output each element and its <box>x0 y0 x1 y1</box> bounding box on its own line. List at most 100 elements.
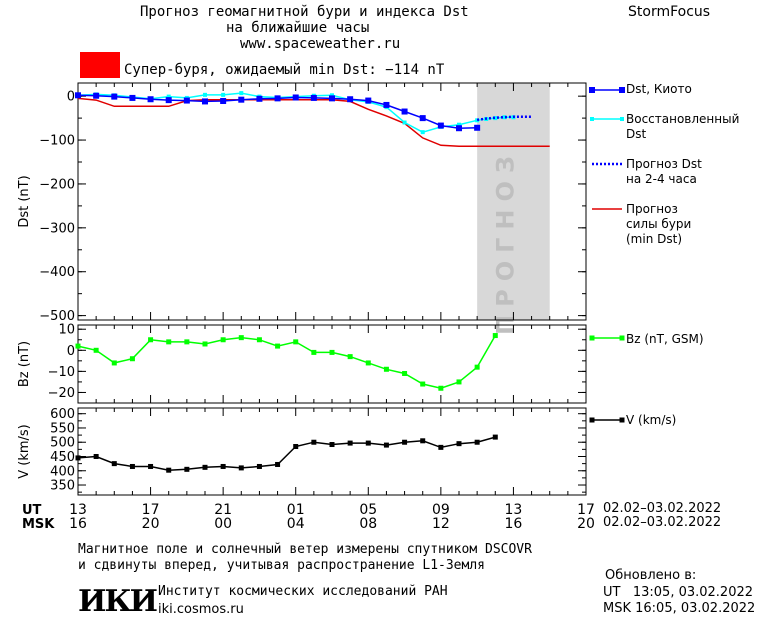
x-tick-ut: 05 <box>359 502 377 518</box>
bz-point <box>474 364 480 370</box>
legend-dst-restored-1: Восстановленный <box>626 112 740 126</box>
v-point <box>383 442 389 448</box>
dst-kyoto-point <box>147 96 154 103</box>
v-point <box>184 466 190 472</box>
forecast-zone: ПРОГНОЗ <box>477 83 550 335</box>
bz-point <box>275 343 281 349</box>
institute-name: Институт космических исследований РАН <box>158 584 448 599</box>
bz-point <box>492 333 498 339</box>
dst-restored-point <box>402 120 407 125</box>
legend-dst-restored-marker <box>590 117 594 121</box>
bz-point <box>129 356 135 362</box>
v-ytick-label: 450 <box>50 450 75 465</box>
legend-bz: Bz (nT, GSM) <box>626 332 704 346</box>
dst-ytick-label: −500 <box>39 309 75 324</box>
legend-dst-kyoto-marker <box>589 87 595 93</box>
v-point <box>93 453 99 459</box>
dst-ytick-label: −300 <box>39 221 75 236</box>
x-tick-ut: 13 <box>505 502 523 518</box>
bz-point <box>184 339 190 345</box>
v-point <box>492 434 498 440</box>
legend-storm-3: (min Dst) <box>626 232 683 246</box>
x-tick-ut: 09 <box>432 502 450 518</box>
dst-restored-point <box>457 122 461 127</box>
dst-restored-point <box>475 118 480 123</box>
dst-restored-point <box>502 115 507 120</box>
v-point <box>275 461 281 467</box>
updated-ut: UT 13:05, 03.02.2022 <box>603 585 754 600</box>
updated-msk: MSK 16:05, 03.02.2022 <box>603 601 756 616</box>
x-axis-ut-label: UT <box>22 503 42 518</box>
x-tick-msk: 16 <box>505 516 523 532</box>
site-url[interactable]: www.spaceweather.ru <box>240 36 401 52</box>
dst-ytick-label: −200 <box>39 177 75 192</box>
dst-kyoto-point <box>238 96 245 103</box>
x-tick-msk: 16 <box>69 516 87 532</box>
date-range-ut: 02.02–03.02.2022 <box>603 501 722 516</box>
dst-ytick-label: 0 <box>67 90 75 105</box>
bz-point <box>311 349 317 355</box>
x-tick-msk: 08 <box>359 516 377 532</box>
x-tick-ut: 17 <box>577 502 595 518</box>
x-tick-msk: 00 <box>214 516 232 532</box>
date-range-msk: 02.02–03.02.2022 <box>603 515 722 530</box>
legend-storm-1: Прогноз <box>626 202 678 216</box>
v-point <box>365 440 371 446</box>
v-point <box>311 439 317 445</box>
bz-ytick-label: −20 <box>48 386 75 401</box>
legend-markers <box>589 87 625 423</box>
dst-kyoto-point <box>165 97 172 104</box>
v-point <box>456 441 462 447</box>
v-point <box>220 463 226 469</box>
legend-storm-2: силы бури <box>626 217 692 231</box>
bz-point <box>293 339 299 345</box>
bz-line <box>77 335 496 389</box>
v-point <box>75 455 81 461</box>
bz-point <box>220 337 226 343</box>
storm-forecast-line <box>77 97 550 147</box>
bz-point <box>75 343 81 349</box>
dst-restored-point <box>493 116 498 121</box>
updated-label: Обновлено в: <box>605 568 697 583</box>
dst-restored-point <box>330 93 334 98</box>
legend-bz-marker <box>589 335 595 341</box>
v-ytick-label: 500 <box>50 436 75 451</box>
bz-point <box>202 341 208 347</box>
dst-kyoto-point <box>347 96 354 103</box>
bz-point <box>420 381 426 387</box>
footer-note-line2: и сдвинуты вперед, учитывая распростране… <box>78 558 485 573</box>
x-tick-ut: 17 <box>142 502 160 518</box>
v-point <box>238 465 244 471</box>
dst-kyoto-point <box>202 98 208 105</box>
v-point <box>329 442 335 448</box>
v-point <box>166 467 172 473</box>
v-ylabel: V (km/s) <box>17 424 32 479</box>
bz-ytick-label: 0 <box>67 344 75 359</box>
v-point <box>129 463 135 469</box>
bz-point <box>438 385 444 391</box>
legend-dst-kyoto: Dst, Киото <box>626 82 692 96</box>
legend-dst-forecast-1: Прогноз Dst <box>626 157 702 171</box>
dst-restored-point <box>203 92 207 97</box>
bz-point <box>347 354 353 360</box>
v-ytick-label: 600 <box>50 407 75 422</box>
x-tick-msk: 04 <box>287 516 305 532</box>
x-axis-msk-label: MSK <box>22 517 55 532</box>
dst-ytick-label: −100 <box>39 134 75 149</box>
dst-kyoto-point <box>329 95 335 102</box>
bz-point <box>256 337 262 343</box>
v-point <box>402 439 408 445</box>
dst-kyoto-point <box>75 92 81 99</box>
bz-point <box>93 347 99 353</box>
bz-point <box>365 360 371 366</box>
brand-name: StormFocus <box>628 4 711 20</box>
legend-dst-forecast-2: на 2-4 часа <box>626 172 697 186</box>
axis-ticks: 0 −100 −200 −300 −400 −500 Dst (nT) 10 0 −10 −20 Bz… <box>17 83 587 495</box>
iki-logo: ИКИ <box>78 584 158 619</box>
bz-point <box>456 379 462 385</box>
institute-url[interactable]: iki.cosmos.ru <box>158 602 244 617</box>
alert-text: Супер-буря, ожидаемый min Dst: −114 nT <box>124 62 445 78</box>
dst-kyoto-point <box>129 94 136 101</box>
dst-ylabel: Dst (nT) <box>17 175 32 227</box>
dst-kyoto-point <box>256 95 263 102</box>
